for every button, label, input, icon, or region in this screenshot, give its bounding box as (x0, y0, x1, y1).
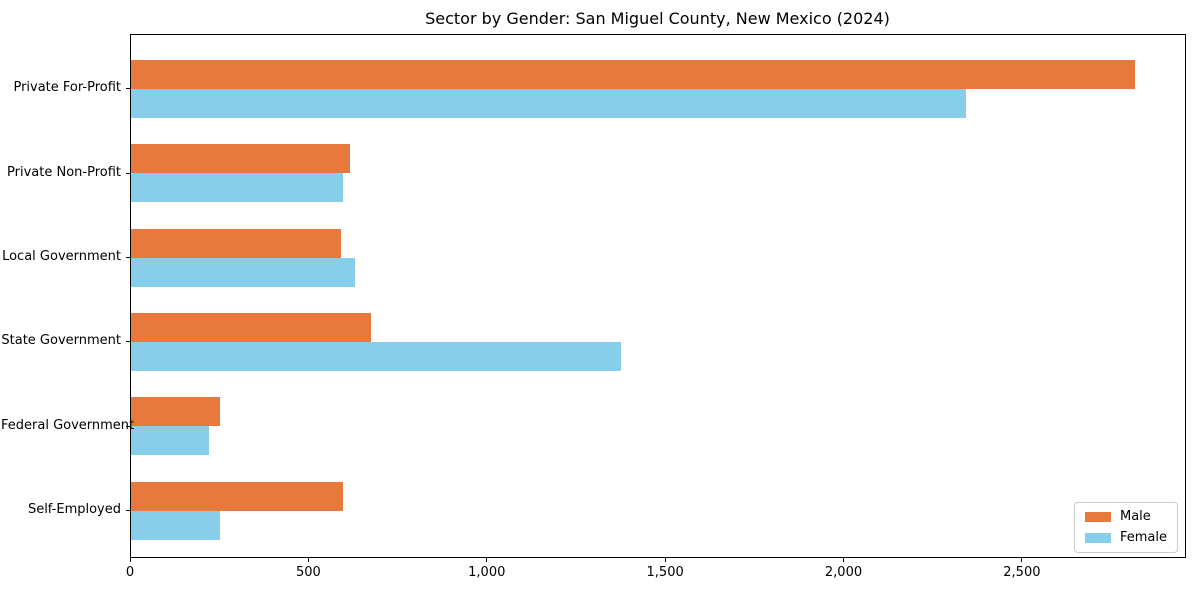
legend-swatch-male (1084, 512, 1111, 522)
x-axis: 0 500 1,000 1,500 2,000 2,500 (126, 558, 1186, 590)
y-tick-label-private-non-profit: Private Non-Profit (7, 164, 121, 180)
x-tick-mark (129, 558, 131, 562)
y-tick-mark (126, 172, 130, 174)
bar-female-federal-government (131, 426, 210, 456)
bars-container (131, 47, 1185, 551)
legend: Male Female (1073, 502, 1178, 553)
chart-title: Sector by Gender: San Miguel County, New… (425, 9, 890, 28)
x-tick-mark (1021, 558, 1023, 562)
bar-group-private-non-profit (131, 131, 1185, 215)
bar-male-self-employed (131, 481, 343, 511)
y-tick-mark (126, 88, 130, 90)
bar-male-private-for-profit (131, 60, 1136, 90)
y-tick-label-private-for-profit: Private For-Profit (13, 80, 121, 96)
bar-group-federal-government (131, 384, 1185, 468)
legend-item-male: Male (1084, 509, 1167, 524)
legend-label-female: Female (1119, 530, 1167, 545)
x-tick-mark (486, 558, 488, 562)
x-tick-label-1-000: 1,000 (468, 565, 506, 580)
y-tick-mark (126, 425, 130, 427)
x-tick-mark (664, 558, 666, 562)
bar-group-private-for-profit (131, 47, 1185, 131)
y-tick-label-state-government: State Government (1, 333, 121, 349)
x-tick-mark (307, 558, 309, 562)
bar-male-federal-government (131, 397, 221, 427)
y-tick-label-self-employed: Self-Employed (27, 501, 121, 517)
bar-male-state-government (131, 313, 372, 343)
legend-label-male: Male (1119, 509, 1151, 524)
bar-group-local-government (131, 216, 1185, 300)
x-tick-label-2-000: 2,000 (824, 565, 863, 580)
bar-male-private-non-profit (131, 144, 350, 174)
legend-item-female: Female (1084, 530, 1167, 545)
x-tick-label-1-500: 1,500 (646, 565, 684, 580)
x-tick-label-2-500: 2,500 (1003, 565, 1041, 580)
y-axis: Private For-Profit Private Non-Profit Loca… (0, 34, 135, 558)
bar-female-state-government (131, 342, 621, 372)
x-tick-label-500: 500 (295, 565, 321, 580)
y-tick-label-local-government: Local Government (2, 248, 121, 264)
bar-female-private-for-profit (131, 89, 966, 119)
x-tick-mark (843, 558, 844, 562)
bar-group-state-government (131, 300, 1185, 384)
bar-male-local-government (131, 228, 342, 258)
bar-female-private-non-profit (131, 173, 343, 203)
bar-group-self-employed (131, 469, 1185, 553)
y-tick-mark (126, 256, 130, 258)
bar-female-local-government (131, 257, 356, 287)
y-tick-mark (126, 341, 130, 343)
plot-area: Male Female (130, 34, 1186, 558)
x-tick-label-0: 0 (125, 565, 135, 580)
legend-swatch-female (1084, 533, 1111, 543)
y-tick-mark (126, 509, 130, 511)
bar-female-self-employed (131, 510, 221, 540)
y-tick-label-federal-government: Federal Government (1, 417, 135, 433)
